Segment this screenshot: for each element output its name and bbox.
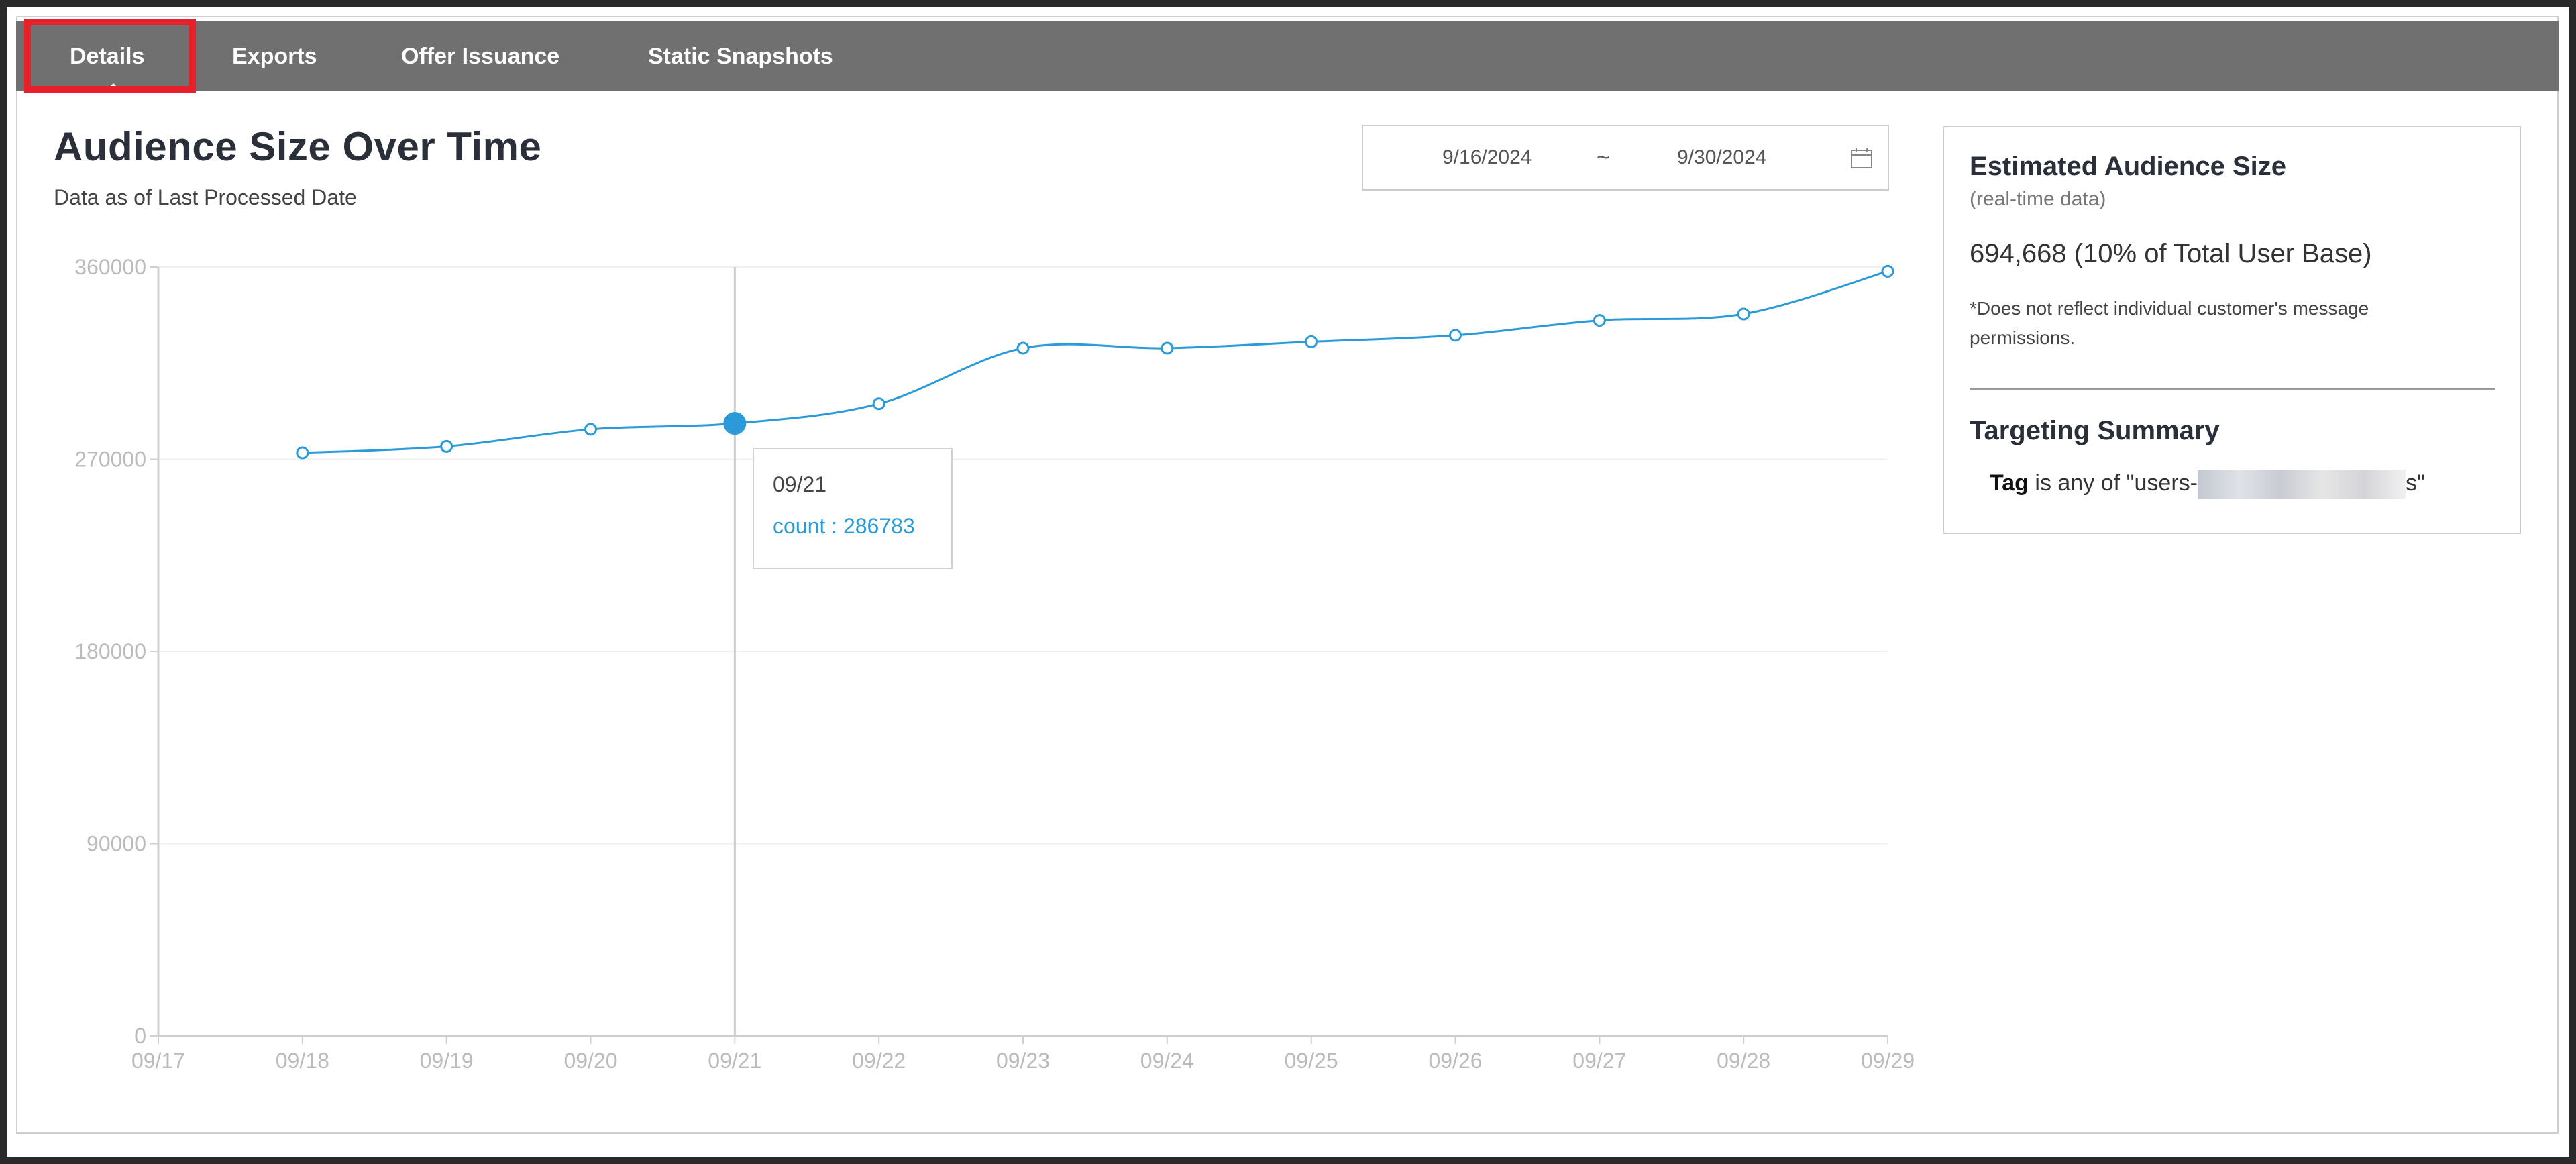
page-title: Audience Size Over Time [54,124,542,169]
data-point [1449,329,1462,342]
x-tick-label: 09/29 [1861,1049,1915,1073]
data-point [1016,341,1030,355]
data-point [1737,307,1750,321]
x-tick-label: 09/20 [564,1049,617,1073]
tooltip-date: 09/21 [773,472,827,496]
chart-grid [158,266,1888,1037]
tooltip-value: count : 286783 [773,514,915,538]
highlighted-data-point [723,412,747,435]
estimated-audience-note: (real-time data) [1970,188,2106,210]
tag-rule-text: is any of "users- [2035,470,2198,496]
start-date[interactable]: 9/16/2024 [1442,146,1532,168]
chart-points [296,264,1894,460]
tab-bar: Details Exports Offer Issuance Static Sn… [16,21,2559,91]
x-tick-label: 09/28 [1717,1049,1770,1073]
estimated-audience-title: Estimated Audience Size [1970,152,2286,181]
end-date[interactable]: 9/30/2024 [1677,146,1767,168]
tag-label: Tag [1990,470,2029,496]
summary-panel: Estimated Audience Size (real-time data)… [1943,126,2521,534]
y-tick-label: 360000 [74,255,146,279]
data-point [440,439,453,453]
chart-series [302,270,1888,454]
x-tick-label: 09/25 [1285,1049,1338,1073]
date-separator: ~ [1597,145,1610,170]
x-tick-label: 09/22 [852,1049,906,1073]
x-tick-label: 09/27 [1572,1049,1626,1073]
calendar-icon[interactable] [1850,148,1873,174]
permissions-disclaimer: *Does not reflect individual customer's … [1970,298,2369,348]
highlight-annotation-box [24,19,196,93]
data-point [1881,264,1894,278]
estimated-audience-value: 694,668 (10% of Total User Base) [1970,239,2372,268]
redacted-tag-value [2198,470,2406,499]
tab-exports[interactable]: Exports [232,44,317,69]
tab-static-snapshots[interactable]: Static Snapshots [648,44,833,69]
data-point [1161,341,1174,355]
x-tick-label: 09/19 [420,1049,474,1073]
targeting-summary-title: Targeting Summary [1970,416,2220,445]
y-tick-label: 90000 [87,832,146,856]
tab-offer-issuance[interactable]: Offer Issuance [401,44,560,69]
y-tick-label: 270000 [74,447,146,472]
x-tick-label: 09/17 [131,1049,185,1073]
data-point [296,446,309,460]
x-tick-label: 09/26 [1428,1049,1482,1073]
x-tick-label: 09/21 [708,1049,761,1073]
chart-axes: 360000 270000 180000 90000 009/17 09/18 09/19 0… [74,255,1915,1073]
x-tick-label: 09/23 [996,1049,1050,1073]
x-tick-label: 09/18 [276,1049,329,1073]
tag-rule: Tag is any of "users-s" [1990,470,2425,499]
date-range-picker[interactable]: 9/16/2024 ~ 9/30/2024 [1362,125,1889,191]
data-point [872,397,885,411]
x-tick-label: 09/24 [1140,1049,1194,1073]
tag-rule-suffix: s" [2406,470,2426,496]
y-tick-label: 180000 [74,639,146,664]
data-point [1593,314,1606,327]
y-tick-label: 0 [134,1024,146,1048]
tab-details[interactable]: Details [70,44,145,69]
data-point [584,423,597,436]
page-subtitle: Data as of Last Processed Date [54,185,357,209]
data-point [1305,335,1318,348]
chart-tooltip: 09/21 count : 286783 [753,448,953,569]
section-divider [1970,388,2496,390]
audience-series-line [302,270,1888,454]
